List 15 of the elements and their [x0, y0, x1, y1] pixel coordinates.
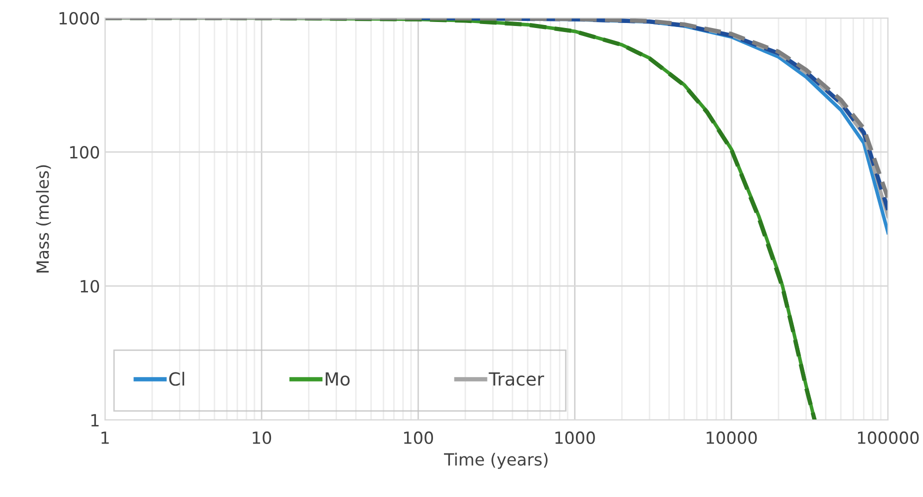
x-tick-label: 100 — [404, 431, 433, 444]
legend-label: Mo — [326, 372, 350, 386]
y-tick-label: 100 — [70, 146, 100, 159]
x-tick-label: 10000 — [706, 431, 757, 444]
x-tick-label: 1 — [102, 432, 109, 444]
x-axis-title: Time (years) — [444, 452, 548, 469]
y-axis-title: Mass (moles) — [36, 165, 51, 272]
x-tick-label: 100000 — [858, 431, 919, 444]
y-tick-label: 1000 — [60, 12, 100, 25]
y-tick-label: 1 — [91, 414, 99, 426]
y-tick-label: 10 — [80, 280, 100, 293]
legend-label: Tracer — [488, 372, 544, 386]
x-tick-label: 1000 — [555, 431, 595, 444]
legend-label: Cl — [169, 372, 184, 386]
x-tick-label: 10 — [252, 431, 272, 444]
